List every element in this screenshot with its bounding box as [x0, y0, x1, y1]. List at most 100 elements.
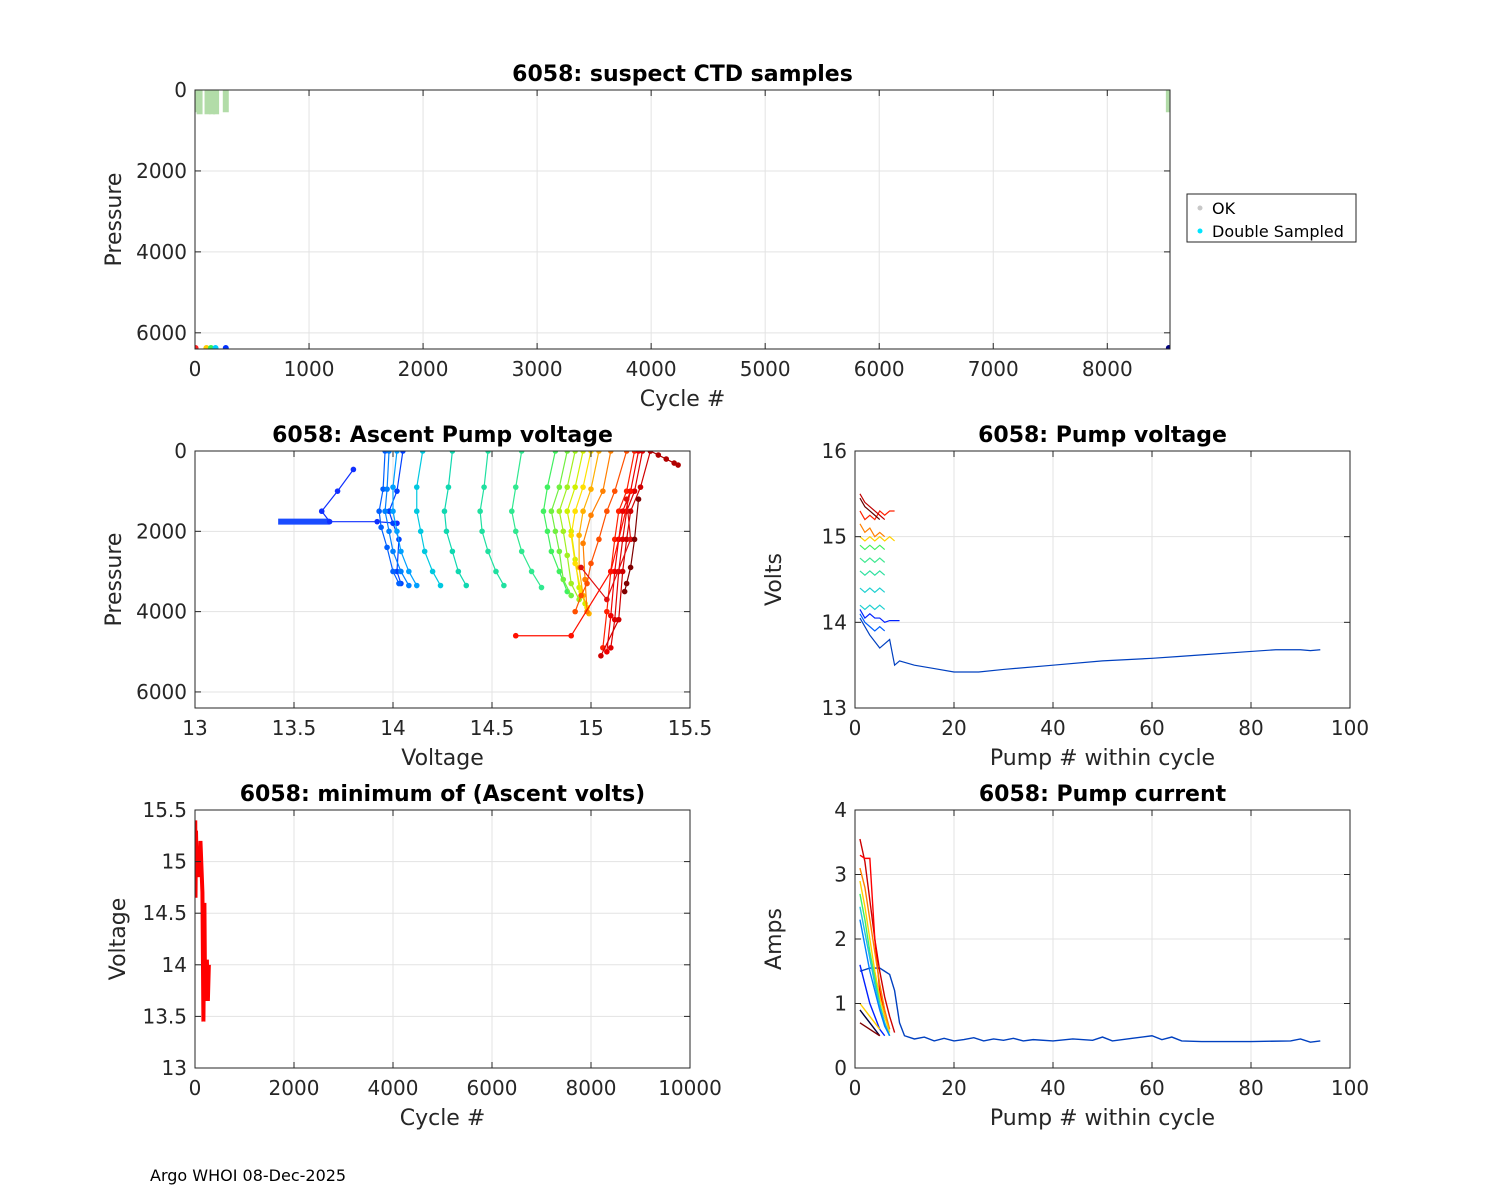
series-point — [578, 592, 584, 599]
chart-p5: 0 20 40 60 80 100 0 1 2 3 4 6058: Pump current Pump … — [762, 782, 1369, 1131]
series-point — [394, 488, 400, 494]
series-point — [382, 508, 388, 515]
series-point — [564, 451, 571, 454]
series-line — [859, 964, 886, 1037]
y-axis-label: Pressure — [102, 533, 127, 627]
series-point — [413, 582, 420, 589]
x-tick-label: 60 — [1139, 716, 1164, 740]
y-tick-label: 15.5 — [142, 798, 187, 822]
series-point — [598, 652, 604, 659]
x-tick-label: 80 — [1238, 716, 1263, 740]
series-point — [386, 451, 392, 454]
series-point — [623, 488, 630, 494]
series-point — [394, 568, 400, 575]
series-line — [859, 613, 886, 632]
series-point — [386, 508, 392, 515]
series-point — [568, 580, 574, 587]
series-point — [627, 536, 634, 543]
chart-p1: 0 1000 2000 3000 4000 5000 6000 7000 8000 0 2000 40… — [102, 62, 1357, 412]
series-point — [350, 466, 357, 473]
series-point — [639, 451, 646, 454]
series-point — [334, 488, 341, 494]
series-point — [580, 540, 586, 547]
series-line — [859, 617, 1321, 673]
series-point — [390, 548, 396, 555]
x-tick-label: 100 — [1331, 716, 1369, 740]
series-point — [576, 532, 582, 539]
series-line — [515, 491, 632, 637]
x-tick-label: 6000 — [854, 357, 905, 381]
chart-p4: 0 2000 4000 6000 8000 10000 13 13.5 14 14.5 15 15.5… — [106, 782, 722, 1131]
y-tick-label: 0 — [174, 78, 187, 102]
bottom-sample-point — [222, 345, 229, 349]
series-point — [572, 560, 578, 567]
chart-title: 6058: Pump voltage — [978, 423, 1227, 448]
series-point — [584, 580, 590, 587]
series-point — [615, 508, 622, 515]
x-tick-label: 8000 — [1082, 357, 1133, 381]
series-point — [463, 582, 470, 589]
x-axis-label: Pump # within cycle — [990, 1106, 1215, 1131]
data-layer — [859, 493, 1321, 673]
series-line — [859, 919, 891, 1037]
series-point — [556, 508, 563, 515]
y-tick-label: 4000 — [136, 240, 187, 264]
series-line — [859, 1022, 881, 1037]
series-point — [437, 582, 444, 589]
chart-p3: 0 20 40 60 80 100 13 14 15 16 6058: Pump voltage Pu… — [762, 423, 1369, 771]
series-point — [528, 568, 535, 575]
series-line — [859, 609, 900, 624]
series-point — [390, 484, 396, 490]
x-axis-label: Cycle # — [640, 387, 726, 412]
y-tick-label: 15 — [162, 850, 187, 874]
y-tick-label: 13.5 — [142, 1004, 187, 1028]
x-tick-label: 100 — [1331, 1076, 1369, 1100]
series-line — [859, 557, 886, 564]
series-point — [631, 536, 638, 543]
y-tick-label: 1 — [834, 992, 847, 1016]
series-point — [441, 508, 448, 515]
series-point — [572, 508, 578, 515]
y-tick-label: 15 — [822, 525, 847, 549]
plot-area — [855, 451, 1350, 708]
series-line — [859, 523, 886, 538]
series-point — [560, 528, 567, 535]
series-line — [859, 570, 886, 577]
series-point — [443, 528, 450, 535]
series-point — [421, 548, 428, 555]
series-line — [859, 880, 891, 1033]
series-point — [481, 484, 487, 490]
x-tick-label: 15 — [578, 716, 603, 740]
series-point — [564, 508, 571, 515]
series-point — [627, 508, 634, 515]
series-point — [568, 532, 574, 539]
series-point — [647, 451, 654, 454]
series-point — [413, 484, 420, 490]
series-point — [604, 648, 610, 655]
series-point — [449, 451, 456, 454]
data-layer — [195, 90, 1170, 349]
legend-box — [1186, 193, 1357, 243]
series-point — [611, 536, 618, 543]
y-tick-label: 13 — [822, 696, 847, 720]
series-point — [518, 548, 525, 555]
series-point — [611, 616, 618, 623]
chart-title: 6058: suspect CTD samples — [512, 62, 853, 87]
chart-p2: 13 13.5 14 14.5 15 15.5 0 2000 4000 6000 6058: Asc… — [102, 423, 712, 771]
x-tick-label: 14 — [380, 716, 405, 740]
footer-label: Argo WHOI 08-Dec-2025 — [150, 1166, 347, 1185]
series-point — [326, 518, 333, 525]
series-point — [623, 451, 630, 454]
x-tick-label: 7000 — [968, 357, 1019, 381]
series-point — [619, 508, 626, 515]
series-line — [859, 497, 881, 520]
series-point — [604, 608, 610, 615]
series-point — [663, 456, 670, 462]
plot-area — [195, 810, 690, 1068]
series-point — [318, 508, 325, 515]
legend-label: Double Sampled — [1212, 222, 1344, 241]
series-point — [419, 451, 426, 454]
series-point — [568, 592, 574, 599]
series-line — [859, 604, 886, 611]
series-point — [544, 528, 551, 535]
